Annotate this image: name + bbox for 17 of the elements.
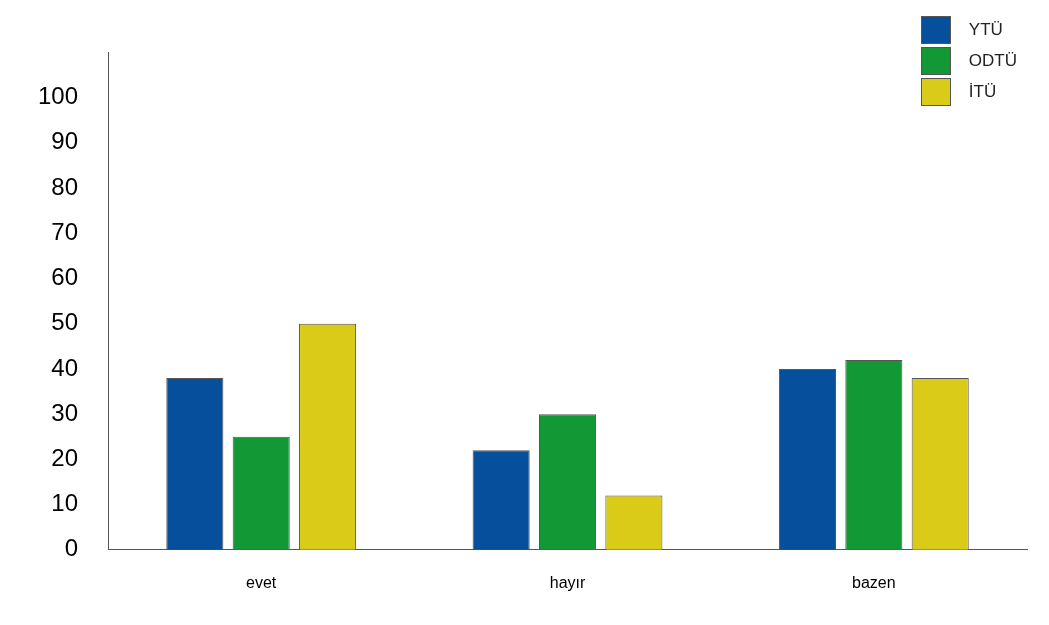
legend-label: İTÜ [968, 81, 997, 102]
y-tick-label: 40 [51, 353, 79, 381]
y-tick-label: 10 [51, 489, 79, 517]
y-tick-label: 100 [38, 82, 79, 110]
y-tick-label: 60 [51, 263, 79, 291]
y-tick-label: 30 [51, 398, 79, 426]
y-tick-label: 20 [51, 443, 79, 471]
x-tick-label: hayır [549, 573, 586, 591]
y-tick-label: 70 [51, 217, 79, 245]
legend-label: YTÜ [968, 19, 1003, 40]
x-tick-label: evet [246, 573, 277, 591]
y-tick-label: 0 [64, 534, 79, 562]
y-tick-label: 50 [51, 308, 79, 336]
legend-label: ODTÜ [968, 50, 1017, 71]
y-tick-label: 90 [51, 127, 79, 155]
x-tick-label: bazen [852, 573, 896, 591]
y-tick-label: 80 [51, 172, 79, 200]
